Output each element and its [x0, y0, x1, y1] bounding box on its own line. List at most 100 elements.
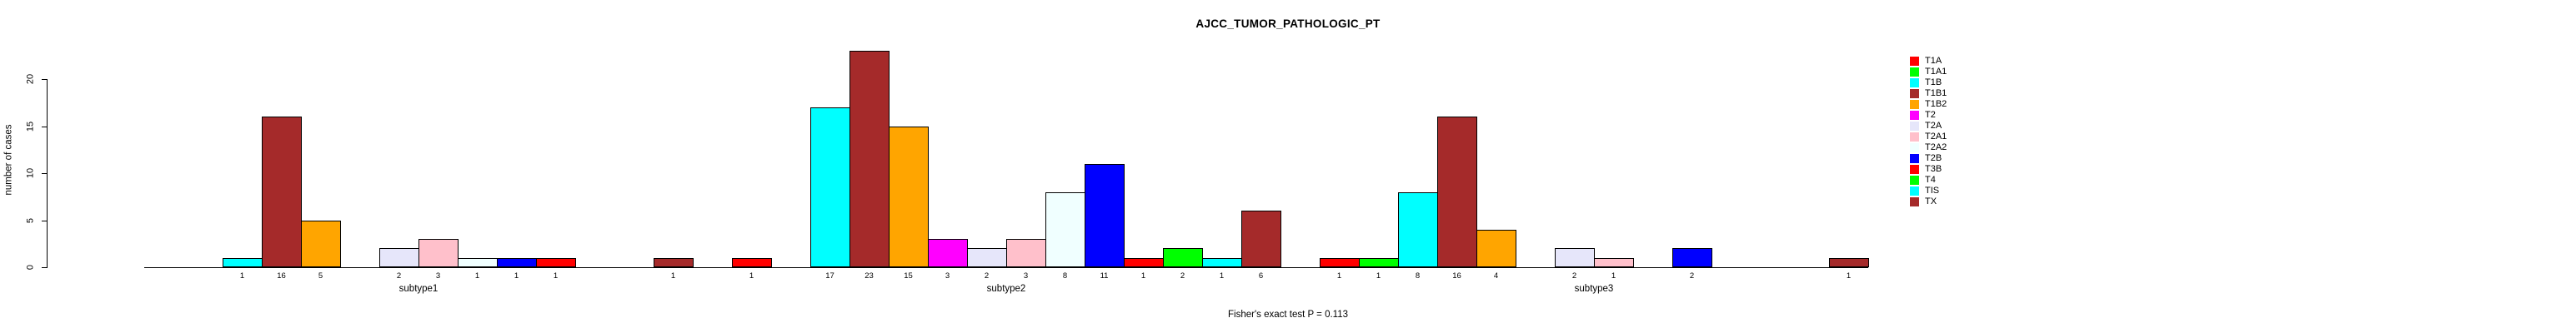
legend-label: T1A	[1925, 55, 1942, 66]
bar-value-label: 11	[1100, 271, 1109, 281]
y-tick-label: 15	[25, 121, 36, 132]
bar-subtype1-T3B	[536, 257, 576, 267]
legend-label: T1B1	[1925, 87, 1947, 98]
bar-subtype2-T3B	[1124, 257, 1164, 267]
y-tick-mark	[42, 267, 48, 268]
legend-label: T2	[1925, 109, 1936, 120]
bar-subtype2-T2A	[967, 248, 1007, 267]
bar-subtype2-T1B	[810, 107, 850, 267]
legend-swatch-T4	[1910, 175, 1919, 185]
x-axis-line	[144, 267, 1868, 268]
bar-value-label: 16	[277, 271, 286, 281]
bar-value-label: 2	[1571, 271, 1577, 281]
legend-swatch-T1A	[1910, 56, 1919, 66]
y-tick-mark	[42, 79, 48, 80]
bar-subtype2-T2A1	[1006, 239, 1046, 267]
bar-value-label: 1	[1611, 271, 1616, 281]
bar-value-label: 2	[396, 271, 402, 281]
legend-item-T1B2: T1B2	[1910, 99, 1947, 109]
legend-swatch-T1B2	[1910, 99, 1919, 109]
y-tick-label: 0	[25, 264, 36, 271]
legend-label: T2A	[1925, 120, 1942, 131]
bar-subtype3-T1A	[1320, 257, 1360, 267]
bar-subtype1-T2A2	[458, 257, 498, 267]
legend-swatch-T1A1	[1910, 67, 1919, 77]
bar-value-label: 1	[239, 271, 245, 281]
legend-item-T2A: T2A	[1910, 121, 1942, 131]
bar-subtype2-T2	[928, 239, 968, 267]
x-group-label-subtype1: subtype1	[398, 284, 439, 294]
bar-value-label: 8	[1415, 271, 1421, 281]
bar-value-label: 8	[1062, 271, 1068, 281]
bar-value-label: 1	[514, 271, 519, 281]
bar-value-label: 1	[1376, 271, 1381, 281]
bar-subtype2-T4	[1163, 248, 1203, 267]
bar-value-label: 2	[1689, 271, 1695, 281]
legend-item-T1A1: T1A1	[1910, 67, 1947, 77]
legend-label: T4	[1925, 174, 1936, 185]
bar-value-label: 5	[318, 271, 323, 281]
legend-item-T4: T4	[1910, 175, 1936, 185]
legend-label: TX	[1925, 196, 1937, 206]
legend-item-TIS: TIS	[1910, 186, 1939, 196]
legend-item-T1B1: T1B1	[1910, 88, 1947, 98]
legend-item-T1A: T1A	[1910, 56, 1942, 66]
legend-item-T1B: T1B	[1910, 77, 1942, 87]
legend-swatch-T2A2	[1910, 142, 1919, 152]
bar-subtype3-T1B	[1398, 191, 1438, 267]
bar-value-label: 1	[553, 271, 559, 281]
bar-value-label: 23	[865, 271, 874, 281]
legend-item-T3B: T3B	[1910, 164, 1942, 174]
bar-value-label: 3	[945, 271, 950, 281]
legend-label: T1A1	[1925, 66, 1947, 77]
y-tick-label: 5	[25, 217, 36, 223]
y-tick-label: 20	[25, 73, 36, 85]
legend-label: T2B	[1925, 152, 1942, 163]
legend-item-T2A1: T2A1	[1910, 132, 1947, 142]
bar-subtype1-T2A	[379, 248, 419, 267]
bar-value-label: 6	[1258, 271, 1264, 281]
legend-label: T2A1	[1925, 131, 1947, 142]
x-group-label-subtype2: subtype2	[986, 284, 1026, 294]
bar-subtype2-TX	[1241, 211, 1281, 267]
bar-value-label: 1	[749, 271, 754, 281]
bar-subtype2-T2A2	[1045, 191, 1085, 267]
bar-subtype3-T1B1	[1437, 117, 1477, 267]
bar-subtype1-T2B	[497, 257, 537, 267]
fisher-test-annotation: Fisher's exact test P = 0.113	[1228, 310, 1348, 320]
bar-subtype3-T1A1	[1359, 257, 1399, 267]
y-tick-label: 10	[25, 167, 36, 179]
bar-value-label: 17	[825, 271, 834, 281]
bar-subtype2-T1B1	[849, 51, 890, 267]
bar-subtype3-T2A	[1555, 248, 1595, 267]
legend-item-T2: T2	[1910, 110, 1936, 120]
legend-swatch-T2B	[1910, 153, 1919, 163]
legend-item-TX: TX	[1910, 196, 1937, 206]
legend-label: T1B2	[1925, 98, 1947, 109]
bar-subtype2-TIS	[1202, 257, 1242, 267]
bar-value-label: 1	[1336, 271, 1342, 281]
bar-value-label: 1	[670, 271, 676, 281]
legend-swatch-T1B1	[1910, 88, 1919, 98]
legend-item-T2A2: T2A2	[1910, 142, 1947, 152]
bar-subtype3-TX	[1829, 257, 1869, 267]
bar-value-label: 1	[474, 271, 480, 281]
bar-value-label: 4	[1493, 271, 1499, 281]
legend-label: T2A2	[1925, 142, 1947, 152]
bar-subtype1-T2A1	[418, 239, 459, 267]
bar-subtype3-T2B	[1672, 248, 1712, 267]
legend-swatch-TIS	[1910, 186, 1919, 196]
legend-swatch-T1B	[1910, 77, 1919, 87]
legend-swatch-T2	[1910, 110, 1919, 120]
bar-value-label: 2	[984, 271, 990, 281]
bar-subtype1-T1B1	[262, 117, 302, 267]
legend-swatch-TX	[1910, 196, 1919, 206]
bar-subtype1-T1B	[223, 257, 263, 267]
x-group-label-subtype3: subtype3	[1574, 284, 1614, 294]
legend-swatch-T2A	[1910, 121, 1919, 131]
bar-subtype3-T1B2	[1476, 229, 1516, 267]
legend-label: T1B	[1925, 77, 1942, 87]
bar-subtype2-T2B	[1085, 163, 1125, 267]
bar-subtype2-T1A	[732, 257, 772, 267]
